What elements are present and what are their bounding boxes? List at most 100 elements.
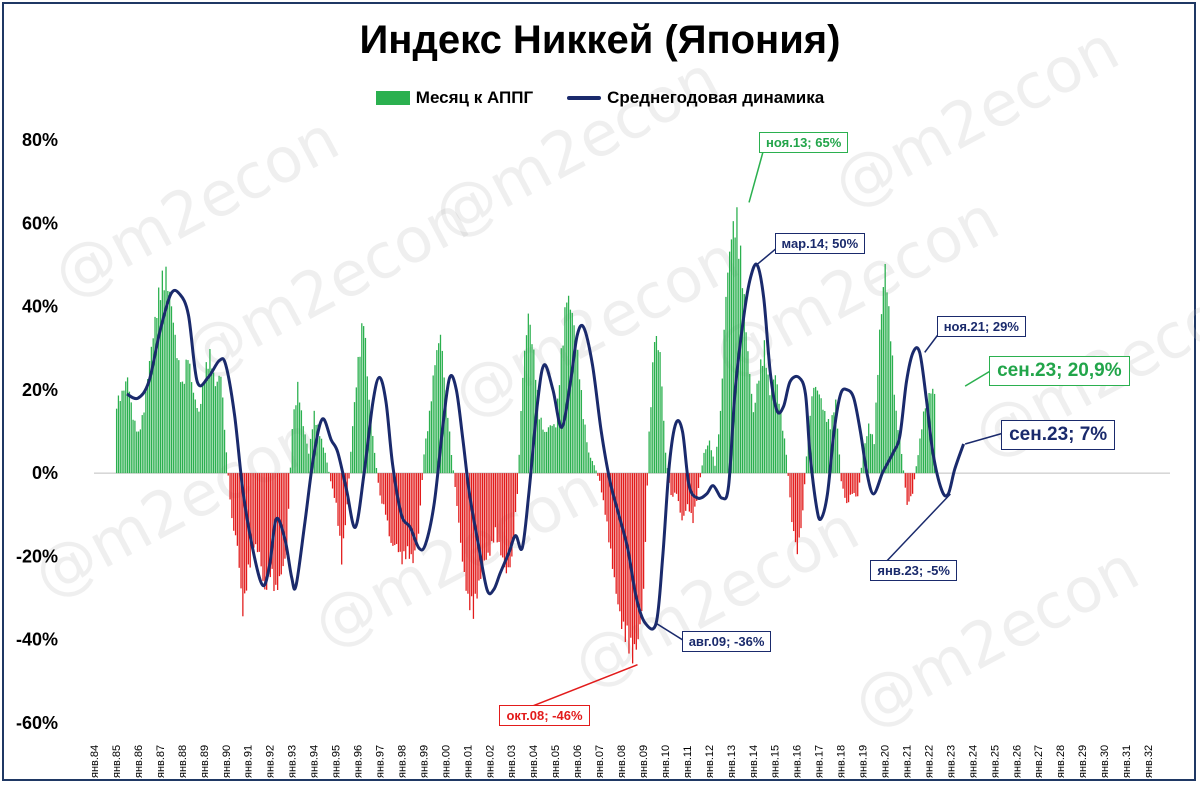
bar	[761, 365, 764, 474]
callout-label: янв.23; -5%	[870, 559, 957, 581]
bar	[176, 358, 178, 474]
bar	[782, 430, 784, 474]
bar	[161, 270, 163, 474]
bar	[794, 473, 797, 543]
bar	[860, 467, 863, 474]
bar	[688, 473, 691, 512]
bar	[758, 380, 760, 474]
bar	[172, 322, 174, 474]
bar	[511, 473, 513, 557]
bar	[556, 398, 559, 474]
x-tick-label: янв.96	[353, 745, 365, 778]
bar	[313, 410, 315, 474]
bar	[838, 454, 841, 474]
bar	[913, 473, 916, 480]
bar	[529, 324, 531, 474]
bar	[319, 436, 321, 474]
bar	[355, 387, 357, 474]
bar	[152, 338, 154, 474]
bar	[540, 417, 542, 474]
bar	[469, 473, 471, 611]
bar	[752, 412, 755, 474]
x-tick-label: янв.04	[528, 745, 540, 778]
bar	[701, 465, 703, 474]
bar	[390, 473, 392, 543]
bar	[328, 471, 330, 474]
bar	[871, 434, 874, 474]
x-tick-label: янв.24	[967, 745, 979, 778]
bar	[481, 473, 484, 569]
bar	[791, 473, 793, 523]
bar	[185, 359, 187, 474]
bar	[675, 473, 678, 494]
x-tick-label: янв.09	[638, 745, 650, 778]
bar	[716, 446, 718, 474]
bar	[822, 409, 824, 474]
bar	[882, 287, 884, 474]
bar	[498, 473, 500, 542]
bar	[714, 465, 716, 474]
bar	[242, 473, 244, 617]
bar	[320, 438, 323, 474]
bar	[670, 473, 672, 496]
bar	[886, 292, 888, 474]
bar	[566, 302, 568, 474]
bar	[824, 410, 826, 474]
bar	[276, 473, 279, 590]
bar	[538, 419, 540, 474]
bar	[547, 427, 550, 474]
x-tick-label: янв.03	[506, 745, 518, 778]
bar	[785, 454, 787, 474]
bar	[507, 473, 509, 568]
x-tick-label: янв.13	[726, 745, 738, 778]
bar	[734, 237, 736, 474]
bar	[844, 473, 846, 498]
x-tick-label: янв.32	[1143, 745, 1155, 778]
bar	[908, 473, 910, 502]
bar	[454, 473, 456, 487]
x-tick-label: янв.10	[660, 745, 672, 778]
bar	[873, 444, 875, 474]
bar	[344, 473, 346, 526]
bar	[170, 306, 173, 474]
bar	[262, 473, 264, 581]
x-tick-label: янв.93	[287, 745, 299, 778]
bar	[884, 263, 886, 474]
bar	[211, 368, 213, 474]
bar	[438, 343, 440, 474]
bar	[642, 473, 645, 589]
bar	[727, 272, 729, 474]
bar	[707, 445, 709, 474]
bar	[147, 378, 149, 474]
bar	[692, 473, 694, 524]
bar	[921, 429, 923, 474]
y-tick-label: -40%	[16, 630, 58, 650]
bar	[659, 352, 661, 474]
bar	[452, 470, 454, 474]
bar	[677, 473, 680, 502]
bar	[414, 473, 416, 551]
bar	[300, 410, 303, 474]
bar	[117, 395, 120, 474]
bar	[851, 473, 853, 494]
bar	[836, 428, 839, 474]
x-tick-label: янв.15	[770, 745, 782, 778]
bar	[776, 384, 778, 474]
bar	[890, 341, 892, 474]
bar	[417, 473, 420, 534]
bar	[686, 473, 689, 505]
bar	[739, 245, 742, 474]
bar	[520, 411, 522, 474]
bar	[862, 453, 864, 474]
bar	[447, 417, 449, 474]
bar	[231, 473, 233, 519]
x-tick-label: янв.31	[1121, 745, 1133, 778]
bar	[789, 473, 791, 498]
bar	[298, 402, 301, 474]
bar	[220, 376, 222, 474]
bar	[551, 425, 553, 474]
y-tick-label: 80%	[22, 130, 58, 150]
bar	[802, 473, 804, 511]
y-tick-label: 0%	[32, 463, 58, 483]
